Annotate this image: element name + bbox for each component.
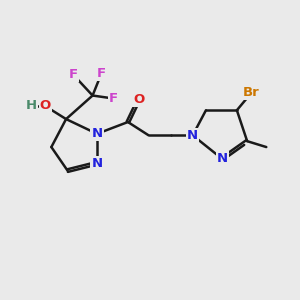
Text: F: F xyxy=(69,68,78,81)
Text: H: H xyxy=(26,99,37,112)
Text: Br: Br xyxy=(243,86,260,99)
Text: N: N xyxy=(217,152,228,165)
Text: F: F xyxy=(109,92,118,105)
Text: F: F xyxy=(97,67,106,80)
Text: O: O xyxy=(133,93,144,106)
Text: N: N xyxy=(187,129,198,142)
Text: N: N xyxy=(92,127,103,140)
Text: O: O xyxy=(40,99,51,112)
Text: N: N xyxy=(92,157,103,170)
